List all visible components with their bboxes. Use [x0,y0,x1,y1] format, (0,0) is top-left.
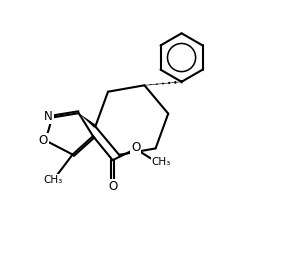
Text: N: N [44,110,53,123]
Text: CH₃: CH₃ [152,157,171,167]
Text: O: O [38,134,48,147]
Text: O: O [131,141,140,154]
Text: CH₃: CH₃ [43,175,62,185]
Text: O: O [108,180,117,193]
Polygon shape [79,113,96,128]
